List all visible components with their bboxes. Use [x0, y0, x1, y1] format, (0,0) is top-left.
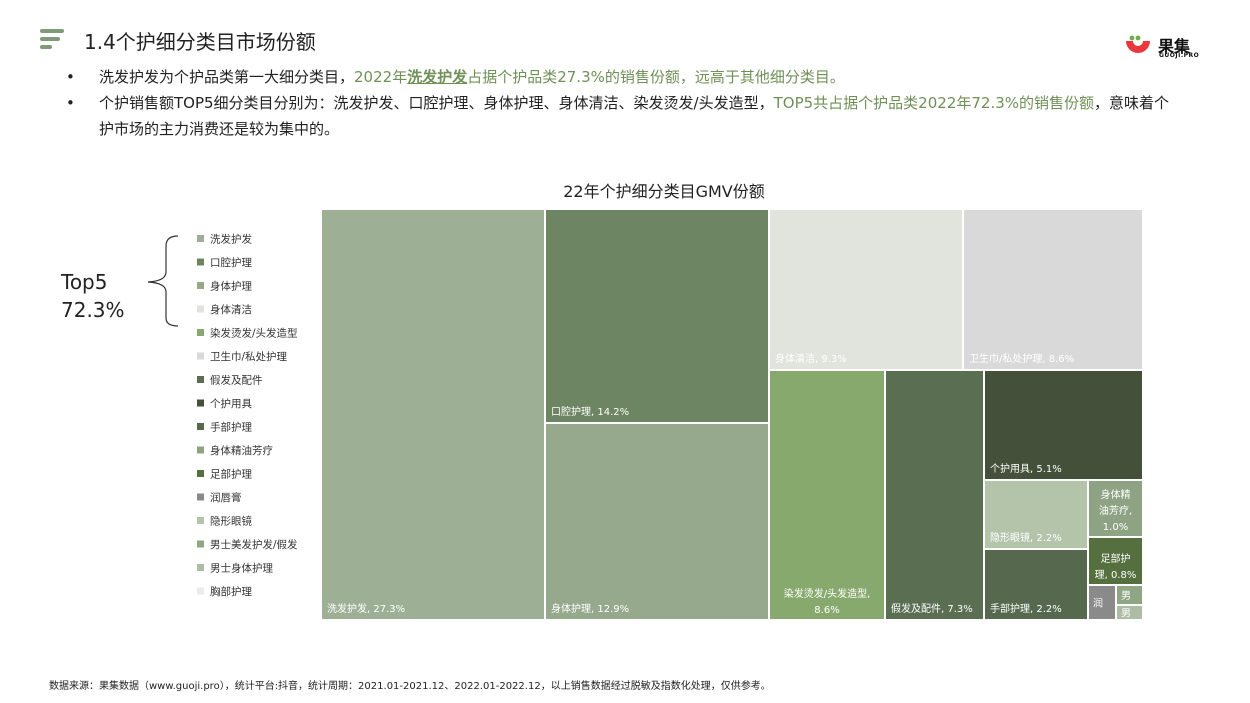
bullet-text: 洗发护发为个护品类第一大细分类目，	[99, 68, 355, 86]
legend-swatch	[197, 423, 204, 430]
tile-label: 隐形眼镜, 2.2%	[990, 531, 1062, 544]
legend-swatch	[197, 564, 204, 571]
legend-swatch	[197, 376, 204, 383]
chart-title: 22年个护细分类目GMV份额	[563, 182, 765, 201]
logo-text: 果集	[1158, 37, 1191, 56]
tile-label: 个护用具, 5.1%	[990, 462, 1062, 475]
tile-label: 8.6%	[814, 605, 839, 616]
highlight-text: 2022年	[354, 68, 408, 86]
bullet-text: ，意味着个护市场的主力消费还是较为集中的。	[99, 94, 1170, 138]
legend-label: 男士美发护发/假发	[210, 538, 298, 551]
legend-label: 润唇膏	[210, 491, 242, 504]
legend-swatch	[197, 517, 204, 524]
top5-brace	[147, 235, 179, 327]
bullet-marker: •	[66, 68, 75, 86]
legend-swatch	[197, 399, 204, 407]
guoji-logo: 果集 GUOJI.PRO	[1124, 33, 1214, 63]
legend-label: 染发烫发/头发造型	[210, 327, 298, 340]
treemap-tile	[884, 369, 985, 621]
treemap-tile	[1087, 536, 1144, 586]
treemap-tile	[768, 369, 886, 621]
tile-label: 身体护理, 12.9%	[551, 602, 629, 615]
legend-label: 身体精油芳疗	[210, 444, 273, 457]
tile-label: 理, 0.8%	[1095, 569, 1137, 581]
legend-swatch	[197, 352, 204, 360]
bullet-marker: •	[66, 94, 75, 112]
tile-label: 身体清洁, 9.3%	[775, 352, 847, 365]
treemap-tile	[320, 208, 546, 621]
legend-swatch	[197, 305, 204, 313]
legend-label: 假发及配件	[210, 374, 263, 387]
legend-label: 身体护理	[210, 280, 252, 293]
logo-subtext: GUOJI.PRO	[1159, 52, 1200, 59]
menu-icon[interactable]	[40, 29, 64, 49]
bullet-item: • 个护销售额TOP5细分类目分别为：洗发护发、口腔护理、身体护理、身体清洁、染发…	[66, 90, 1176, 142]
legend-swatch	[197, 329, 204, 336]
summary-bullets: • 洗发护发为个护品类第一大细分类目，2022年洗发护发占据个护品类27.3%的销…	[66, 64, 1176, 142]
legend-swatch	[197, 446, 204, 454]
highlight-text: TOP5共占据个护品类2022年72.3%的销售份额	[773, 94, 1095, 112]
tile-label: 口腔护理, 14.2%	[551, 405, 629, 418]
treemap-tile	[983, 369, 1144, 481]
legend-label: 男士身体护理	[210, 562, 273, 575]
treemap-tile	[962, 208, 1144, 371]
legend-swatch	[197, 540, 204, 548]
top5-value: 72.3%	[61, 298, 125, 322]
highlight-keyword: 洗发护发	[407, 68, 468, 86]
treemap-tile	[1115, 604, 1144, 621]
legend-label: 洗发护发	[210, 233, 252, 246]
legend-label: 手部护理	[210, 421, 252, 434]
tile-label: 洗发护发, 27.3%	[327, 602, 405, 615]
tile-label: 男	[1121, 608, 1131, 620]
logo-mark-icon	[1126, 35, 1150, 53]
legend-label: 卫生巾/私处护理	[210, 350, 288, 363]
tile-label: 油芳疗,	[1099, 504, 1132, 517]
tile-label: 卫生巾/私处护理, 8.6%	[969, 352, 1074, 365]
legend-label: 胸部护理	[210, 585, 252, 598]
legend-label: 足部护理	[210, 468, 252, 481]
tile-label: 假发及配件, 7.3%	[891, 602, 973, 615]
tile-label: 1.0%	[1103, 522, 1128, 533]
legend-label: 身体清洁	[210, 303, 252, 316]
treemap-tile	[983, 548, 1089, 621]
legend-swatch	[197, 258, 204, 266]
top5-label: Top5	[60, 270, 107, 294]
legend-label: 隐形眼镜	[210, 515, 252, 528]
tile-label: 足部护	[1101, 552, 1131, 565]
footnote: 数据来源：果集数据（www.guoji.pro），统计平台:抖音，统计周期：20…	[49, 681, 771, 692]
page-title: 1.4个护细分类目市场份额	[84, 30, 316, 54]
treemap-tile	[983, 479, 1089, 550]
legend-swatch	[197, 470, 204, 477]
bullet-item: • 洗发护发为个护品类第一大细分类目，2022年洗发护发占据个护品类27.3%的销…	[66, 64, 1176, 90]
legend-swatch	[197, 235, 204, 242]
treemap-tile	[768, 208, 964, 371]
legend-swatch	[197, 282, 204, 289]
tile-label: 润	[1093, 597, 1103, 610]
legend-swatch	[197, 493, 204, 501]
legend-label: 个护用具	[210, 397, 252, 410]
tile-label: 身体精	[1101, 488, 1131, 501]
highlight-text: 占据个护品类27.3%的销售份额，远高于其他细分类目。	[467, 68, 845, 86]
bullet-text: 个护销售额TOP5细分类目分别为：洗发护发、口腔护理、身体护理、身体清洁、染发烫…	[99, 94, 774, 112]
tile-label: 男	[1121, 590, 1131, 602]
legend-label: 口腔护理	[210, 256, 252, 269]
treemap-tile	[544, 422, 770, 621]
tile-label: 染发烫发/头发造型,	[784, 587, 871, 600]
treemap-tile	[544, 208, 770, 424]
legend-swatch	[197, 587, 204, 595]
tile-label: 手部护理, 2.2%	[990, 602, 1062, 615]
